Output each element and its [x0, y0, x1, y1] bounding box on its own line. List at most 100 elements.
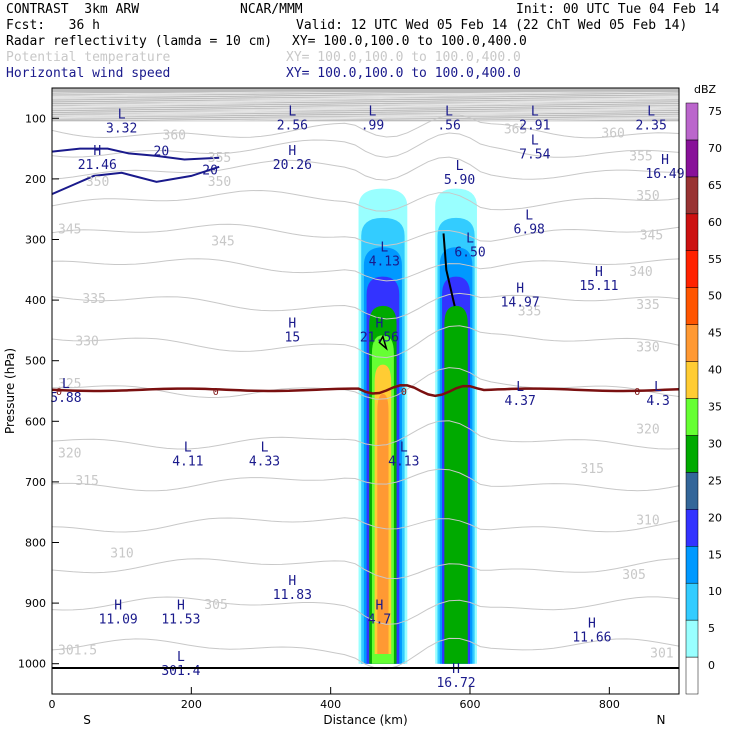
- extremum-value: 301.4: [161, 664, 200, 679]
- upper-theta-band: [52, 88, 679, 122]
- colorbar-label: 55: [708, 253, 722, 266]
- y-tick-label: 500: [25, 355, 46, 368]
- extremum-value: 21.56: [360, 330, 399, 345]
- valid-time: Valid: 12 UTC Wed 05 Feb 14 (22 ChT Wed …: [296, 18, 688, 33]
- colorbar-label: 10: [708, 585, 722, 598]
- extremum-value: 2.91: [519, 118, 550, 133]
- extremum-value: 21.46: [78, 158, 117, 173]
- colorbar-swatch: [685, 176, 699, 215]
- y-tick-label: 800: [25, 537, 46, 550]
- upper-band-contour: [52, 110, 679, 113]
- colorbar-swatch: [685, 398, 699, 436]
- theta-label: 330: [75, 335, 98, 350]
- colorbar-swatch: [685, 656, 699, 695]
- extremum-value: 16.72: [436, 676, 475, 691]
- theta-contour-line: [52, 292, 679, 320]
- theta-contour-line: [52, 223, 679, 247]
- extremum-marker: L: [647, 104, 655, 119]
- y-tick-label: 300: [25, 234, 46, 247]
- extremum-value: .56: [437, 118, 460, 133]
- x-axis-title: Distance (km): [323, 713, 407, 727]
- theta-label: 301.5: [58, 644, 97, 659]
- extremum-marker: L: [466, 232, 474, 247]
- extremum-value: 7.54: [519, 147, 550, 162]
- upper-band-contour: [52, 115, 679, 118]
- extremum-marker: L: [516, 380, 524, 395]
- upper-band-contour: [52, 96, 679, 99]
- theta-label: 315: [581, 462, 604, 477]
- theta-label: 320: [636, 422, 659, 437]
- extremum-marker: L: [445, 104, 453, 119]
- field3-name: Horizontal wind speed: [6, 66, 171, 81]
- extremum-value: 11.66: [572, 630, 611, 645]
- x-tick-label: 800: [599, 698, 620, 711]
- wind-label: 0: [401, 387, 407, 398]
- theta-label: 340: [629, 265, 652, 280]
- reflectivity-contour-fill: [377, 393, 389, 655]
- extremum-value: 5.90: [444, 173, 475, 188]
- theta-contour-line: [52, 189, 679, 212]
- extremum-value: 6.98: [514, 223, 545, 238]
- extremum-value: 4.7: [368, 612, 391, 627]
- x-tick-label: 400: [320, 698, 341, 711]
- theta-contour-line: [52, 558, 679, 580]
- theta-contour-line: [52, 517, 679, 533]
- colorbar-swatch: [685, 213, 699, 251]
- zero-wind-line: [52, 384, 679, 398]
- upper-band-contour: [52, 101, 679, 104]
- theta-label: 350: [636, 189, 659, 204]
- extremum-marker: L: [400, 441, 408, 456]
- field1-xy: XY= 100.0,100.0 to 100.0,400.0: [292, 34, 527, 49]
- wind-speed-contour: [378, 334, 388, 351]
- extremum-value: 5.88: [50, 391, 81, 406]
- extremum-value: 3.32: [106, 121, 137, 136]
- extremum-value: 6.50: [454, 246, 485, 261]
- extremum-marker: H: [93, 144, 101, 159]
- theta-contour-line: [52, 156, 679, 181]
- colorbar-swatch: [685, 361, 699, 399]
- wind-label: 0: [634, 387, 640, 398]
- extremum-marker: L: [456, 159, 464, 174]
- y-tick-label: 100: [25, 112, 46, 125]
- contour-labels: 360 360 365 355 355 350 350 350 345 345 345 340 335 3…: [56, 122, 674, 661]
- upper-band-contour: [52, 91, 679, 95]
- theta-label: 360: [163, 129, 186, 144]
- extremum-value: 2.56: [277, 118, 308, 133]
- field3-xy: XY= 100.0,100.0 to 100.0,400.0: [286, 66, 521, 81]
- extremum-marker: L: [525, 209, 533, 224]
- colorbar-swatch: [685, 102, 699, 141]
- colorbar-swatch: [685, 139, 699, 178]
- theta-label: 335: [518, 304, 541, 319]
- theta-label: 310: [636, 513, 659, 528]
- extremum-value: 4.11: [172, 455, 203, 470]
- colorbar: dBZ 0 5 10 15 20 25 30 35 40 45 50 55 60 65 70 75: [685, 83, 722, 695]
- extremum-marker: H: [376, 316, 384, 331]
- extremum-value: .99: [361, 118, 384, 133]
- x-tick-label: 600: [460, 698, 481, 711]
- theta-label: 350: [86, 175, 109, 190]
- extremum-value: 4.13: [388, 455, 419, 470]
- theta-contour-line: [52, 114, 679, 139]
- theta-label: 345: [640, 229, 663, 244]
- theta-label: 335: [636, 298, 659, 313]
- colorbar-label: 75: [708, 105, 722, 118]
- colorbar-swatch: [685, 324, 699, 362]
- extremum-marker: L: [118, 107, 126, 122]
- wind-contours: [52, 147, 679, 398]
- extremum-marker: L: [369, 104, 377, 119]
- extremum-value: 4.13: [369, 255, 400, 270]
- colorbar-label: 70: [708, 142, 722, 155]
- wind-label: 0: [56, 387, 62, 398]
- y-tick-label: 1000: [18, 658, 46, 671]
- y-tick-label: 600: [25, 415, 46, 428]
- y-tick-label: 200: [25, 173, 46, 186]
- extremum-marker: L: [261, 441, 269, 456]
- extremum-marker: H: [516, 281, 524, 296]
- extremum-marker: H: [661, 153, 669, 168]
- colorbar-label: 5: [708, 622, 715, 635]
- colorbar-swatch: [685, 435, 699, 473]
- extremum-marker: L: [62, 377, 70, 392]
- extremum-marker: H: [114, 598, 122, 613]
- reflectivity-contour-fill: [444, 305, 468, 664]
